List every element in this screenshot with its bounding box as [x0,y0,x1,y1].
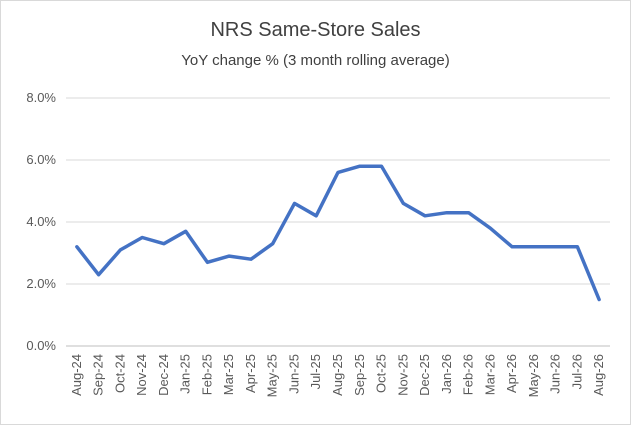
x-tick-label: Sep-25 [352,354,367,396]
x-tick-label: Aug-26 [591,354,606,396]
y-tick-label: 4.0% [26,214,56,229]
x-tick-label: Jan-26 [439,354,454,394]
x-tick-label: May-25 [265,354,280,397]
x-tick-label: Oct-24 [112,354,127,393]
y-tick-label: 6.0% [26,152,56,167]
x-tick-label: Sep-24 [91,354,106,396]
x-tick-label: Jun-26 [548,354,563,394]
x-tick-label: Dec-24 [156,354,171,396]
series-line [75,164,601,302]
x-tick-label: Aug-25 [330,354,345,396]
x-tick-label: Apr-26 [504,354,519,393]
x-tick-label: Nov-25 [395,354,410,396]
x-tick-label: Aug-24 [69,354,84,396]
y-tick-label: 8.0% [26,90,56,105]
x-tick-label: Oct-25 [374,354,389,393]
y-tick-label: 0.0% [26,338,56,353]
y-tick-label: 2.0% [26,276,56,291]
x-tick-label: Nov-24 [134,354,149,396]
x-tick-label: Jun-25 [286,354,301,394]
x-tick-label: Mar-26 [482,354,497,395]
x-tick-label: Feb-26 [461,354,476,395]
chart-title: NRS Same-Store Sales [210,19,421,41]
x-tick-label: Dec-25 [417,354,432,396]
x-tick-label: Mar-25 [221,354,236,395]
x-tick-label: Jul-26 [569,354,584,389]
x-tick-label: Feb-25 [199,354,214,395]
x-tick-label: May-26 [526,354,541,397]
x-tick-label: Apr-25 [243,354,258,393]
chart-subtitle: YoY change % (3 month rolling average) [181,52,450,69]
x-tick-label: Jan-25 [178,354,193,394]
x-tick-label: Jul-25 [308,354,323,389]
